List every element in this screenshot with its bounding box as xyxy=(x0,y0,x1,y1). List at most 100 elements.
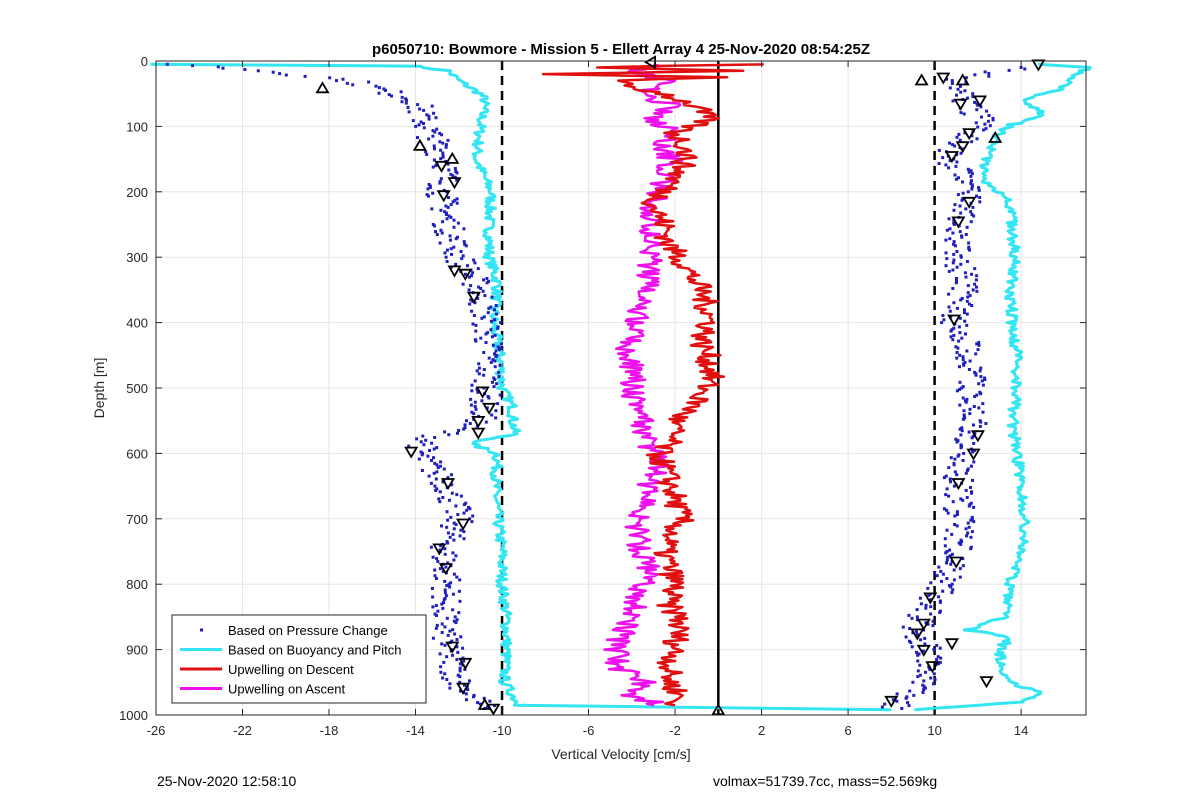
pressure-point xyxy=(959,298,963,302)
pressure-point xyxy=(958,387,962,391)
pressure-point xyxy=(488,699,492,703)
down-triangle-marker xyxy=(970,430,985,443)
pressure-point xyxy=(448,585,452,589)
pressure-point xyxy=(449,515,453,519)
x-tick-label: -18 xyxy=(320,723,339,738)
chart-svg: p6050710: Bowmore - Mission 5 - Ellett A… xyxy=(91,41,1092,762)
y-tick-label: 200 xyxy=(126,185,148,200)
pressure-point xyxy=(961,147,964,151)
pressure-point xyxy=(957,132,961,136)
pressure-point xyxy=(987,114,991,117)
pressure-point xyxy=(952,258,956,262)
pressure-point xyxy=(974,278,978,282)
pressure-point xyxy=(975,102,979,106)
down-triangle-marker xyxy=(944,638,959,651)
pressure-point xyxy=(952,326,956,330)
pressure-point xyxy=(447,168,451,172)
pressure-point xyxy=(964,527,968,531)
pressure-point xyxy=(427,114,431,118)
pressure-point xyxy=(973,100,977,104)
pressure-point xyxy=(935,574,939,578)
pressure-point xyxy=(458,675,462,679)
down-triangle-marker xyxy=(447,265,462,278)
pressure-point xyxy=(970,515,974,519)
pressure-point xyxy=(955,93,958,97)
pressure-point xyxy=(967,368,971,371)
pressure-point xyxy=(399,90,403,94)
pressure-point xyxy=(435,233,439,236)
pressure-point xyxy=(988,124,992,128)
pressure-point xyxy=(944,264,948,268)
pressure-point xyxy=(908,627,912,630)
down-triangle-marker xyxy=(436,190,451,203)
pressure-point xyxy=(938,599,942,603)
pressure-point xyxy=(462,503,466,507)
pressure-point xyxy=(945,558,949,562)
pressure-point xyxy=(944,251,948,255)
pressure-point xyxy=(945,561,948,565)
pressure-point xyxy=(443,643,447,647)
pressure-point xyxy=(459,635,463,639)
pressure-point xyxy=(969,169,973,173)
pressure-point xyxy=(910,616,914,620)
pressure-point xyxy=(420,453,424,457)
pressure-point xyxy=(496,402,500,406)
pressure-point xyxy=(952,333,956,337)
pressure-point xyxy=(929,598,933,602)
pressure-point xyxy=(367,80,371,84)
pressure-point xyxy=(433,224,436,228)
pressure-point xyxy=(485,281,489,285)
down-triangle-marker xyxy=(979,676,994,689)
pressure-point xyxy=(499,346,503,350)
pressure-point xyxy=(445,655,449,659)
pressure-point xyxy=(970,304,974,307)
pressure-point xyxy=(462,240,466,244)
buoyancy-ascent-line xyxy=(914,62,1092,712)
pressure-point xyxy=(978,419,982,423)
pressure-point xyxy=(437,497,441,501)
pressure-point xyxy=(961,557,965,561)
pressure-point xyxy=(921,649,925,653)
pressure-point xyxy=(474,323,478,327)
pressure-point xyxy=(480,399,484,403)
pressure-point xyxy=(451,200,455,204)
pressure-point xyxy=(955,356,959,360)
pressure-point xyxy=(216,65,220,69)
x-tick-label: -6 xyxy=(583,723,595,738)
pressure-point xyxy=(945,550,949,553)
pressure-point xyxy=(955,160,959,164)
pressure-point xyxy=(973,432,977,435)
pressure-point xyxy=(966,295,970,299)
pressure-point xyxy=(954,164,958,168)
pressure-point xyxy=(421,434,425,438)
pressure-point xyxy=(453,615,457,619)
pressure-point xyxy=(959,433,963,437)
pressure-point xyxy=(467,288,471,292)
pressure-point xyxy=(444,204,448,208)
pressure-point xyxy=(492,385,496,389)
down-triangle-marker xyxy=(884,695,899,708)
pressure-point xyxy=(916,669,920,673)
pressure-point xyxy=(489,328,493,332)
pressure-point xyxy=(482,368,486,371)
pressure-point xyxy=(442,660,446,664)
pressure-point xyxy=(910,645,914,649)
pressure-point xyxy=(476,701,480,705)
down-triangle-marker xyxy=(966,448,981,461)
pressure-point xyxy=(446,138,450,142)
pressure-point xyxy=(883,702,887,706)
pressure-point xyxy=(965,225,969,229)
pressure-point xyxy=(484,332,488,336)
pressure-point xyxy=(430,104,434,108)
pressure-point xyxy=(221,66,225,70)
pressure-point xyxy=(284,73,288,77)
pressure-point xyxy=(458,680,462,684)
pressure-point xyxy=(963,271,967,275)
pressure-point xyxy=(955,389,959,393)
pressure-point xyxy=(455,178,459,182)
pressure-point xyxy=(971,478,974,482)
left-triangle-marker xyxy=(644,55,656,70)
pressure-point xyxy=(951,143,955,147)
pressure-point xyxy=(464,692,468,696)
pressure-point xyxy=(985,109,989,113)
